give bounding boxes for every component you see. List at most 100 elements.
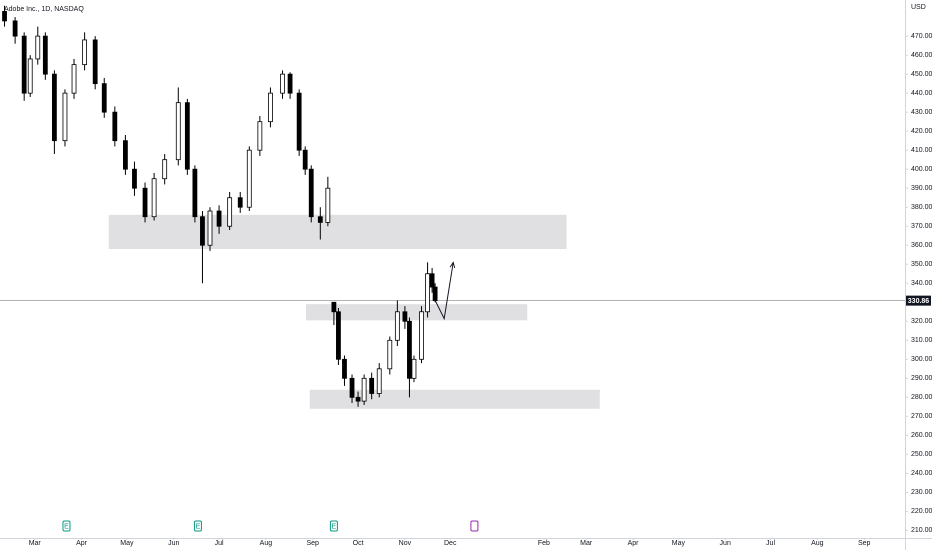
- zone: [108, 214, 567, 250]
- candle-body: [336, 311, 341, 360]
- y-tick-label: 360.00: [911, 242, 932, 249]
- candle-body: [192, 168, 198, 218]
- event-marker: [62, 520, 71, 532]
- x-tick-label: May: [672, 540, 686, 547]
- x-tick-label: Jun: [720, 540, 731, 547]
- candle-body: [71, 64, 77, 94]
- y-tick-label: 390.00: [911, 185, 932, 192]
- candle-body: [101, 83, 107, 113]
- candle-body: [376, 368, 382, 394]
- candle-body: [246, 149, 252, 208]
- candle-body: [308, 168, 314, 218]
- last-price-label: 330.86: [908, 298, 930, 305]
- y-tick-label: 320.00: [911, 318, 932, 325]
- y-tick-label: 250.00: [911, 451, 932, 458]
- x-tick-label: Sep: [858, 540, 871, 547]
- y-tick-label: 350.00: [911, 261, 932, 268]
- candle-body: [411, 358, 417, 379]
- y-tick-label: 240.00: [911, 470, 932, 477]
- candle-body: [123, 140, 128, 170]
- candle-body: [112, 111, 118, 142]
- candle-body: [429, 273, 435, 288]
- y-tick-label: 340.00: [911, 280, 932, 287]
- candle-body: [82, 39, 88, 66]
- x-tick-label: Dec: [444, 540, 457, 547]
- y-tick-label: 370.00: [911, 223, 932, 230]
- candle-body: [162, 159, 168, 180]
- y-tick-label: 230.00: [911, 489, 932, 496]
- candle-body: [394, 311, 400, 341]
- candle-body: [302, 149, 308, 170]
- y-tick-label: 290.00: [911, 375, 932, 382]
- candle-body: [27, 58, 33, 94]
- x-tick-label: Aug: [811, 540, 824, 547]
- candle-body: [35, 35, 41, 60]
- y-tick-label: 280.00: [911, 394, 932, 401]
- x-tick-label: May: [120, 540, 134, 547]
- candle-body: [331, 301, 337, 313]
- x-tick-label: Jun: [168, 540, 179, 547]
- candle-body: [92, 39, 98, 85]
- event-label: E: [64, 523, 69, 530]
- candle-body: [62, 92, 68, 142]
- y-tick-label: 430.00: [911, 109, 932, 116]
- candle-body: [42, 35, 48, 75]
- candle-body: [361, 377, 367, 402]
- candle-body: [369, 377, 375, 394]
- x-tick-label: Aug: [260, 540, 273, 547]
- y-tick-label: 450.00: [911, 71, 932, 78]
- candle-body: [257, 121, 263, 151]
- x-tick-label: Sep: [307, 540, 320, 547]
- candle-body: [237, 197, 243, 208]
- x-tick-label: Mar: [29, 540, 42, 547]
- y-tick-label: 410.00: [911, 147, 932, 154]
- y-tick-label: 300.00: [911, 356, 932, 363]
- event-marker: [470, 520, 479, 532]
- chart-title: Adobe Inc., 1D, NASDAQ: [4, 6, 84, 13]
- y-tick-label: 470.00: [911, 33, 932, 40]
- last-price-box: [906, 295, 931, 306]
- candle-body: [342, 358, 347, 379]
- projection-arrow: [434, 262, 453, 321]
- candle-body: [407, 320, 412, 379]
- candle-body: [268, 92, 273, 123]
- event-marker: [329, 520, 338, 532]
- candle-body: [200, 216, 205, 246]
- candle-body: [349, 377, 355, 398]
- y-tick-label: 260.00: [911, 432, 932, 439]
- candle-body: [175, 102, 181, 161]
- candle-body: [425, 273, 430, 313]
- x-tick-label: Apr: [628, 540, 640, 547]
- y-tick-label: 460.00: [911, 52, 932, 59]
- candle-body: [21, 35, 27, 94]
- candle-body: [419, 311, 424, 360]
- candle-body: [355, 396, 361, 402]
- candle-body: [432, 286, 438, 302]
- zone: [305, 304, 528, 321]
- y-tick-label: 440.00: [911, 90, 932, 97]
- x-tick-label: Feb: [538, 540, 550, 547]
- candle-body: [51, 73, 57, 142]
- y-tick-label: 310.00: [911, 337, 932, 344]
- candle-body: [287, 73, 293, 94]
- candle-body: [296, 92, 302, 151]
- candle-body: [280, 73, 285, 94]
- y-tick-label: 380.00: [911, 204, 932, 211]
- x-tick-label: Jul: [215, 540, 224, 547]
- x-tick-label: Apr: [76, 540, 88, 547]
- y-tick-label: 220.00: [911, 508, 932, 515]
- candle-body: [325, 187, 331, 223]
- candle-body: [12, 20, 18, 37]
- x-tick-label: Oct: [353, 540, 364, 547]
- candle-body: [387, 339, 393, 370]
- event-marker: [193, 520, 202, 532]
- x-tick-label: Nov: [399, 540, 412, 547]
- y-tick-label: 400.00: [911, 166, 932, 173]
- candle-body: [132, 168, 137, 189]
- candle-body: [184, 102, 190, 170]
- y-tick-label: 420.00: [911, 128, 932, 135]
- candle-body: [142, 187, 148, 218]
- candle-body: [151, 178, 157, 218]
